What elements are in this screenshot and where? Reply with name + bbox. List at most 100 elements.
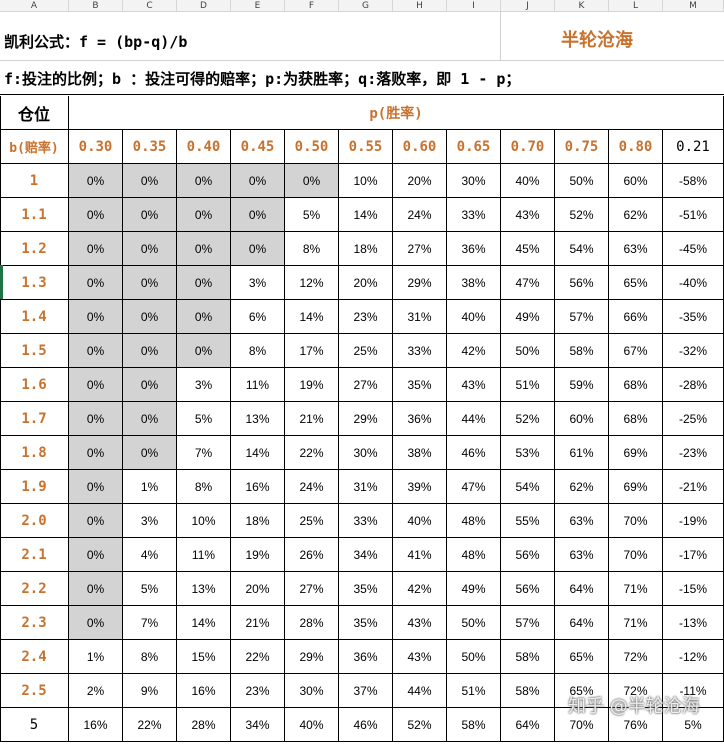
odds-header[interactable]: b(赔率) bbox=[0, 130, 69, 164]
kelly-fraction-cell[interactable]: 0% bbox=[177, 266, 231, 300]
kelly-fraction-cell[interactable]: 2% bbox=[69, 674, 123, 708]
kelly-fraction-cell[interactable]: 29% bbox=[339, 402, 393, 436]
kelly-fraction-cell[interactable]: -23% bbox=[663, 436, 724, 470]
kelly-fraction-cell[interactable]: 70% bbox=[609, 504, 663, 538]
kelly-fraction-cell[interactable]: 0% bbox=[123, 232, 177, 266]
p-value-header[interactable]: 0.80 bbox=[609, 130, 663, 164]
kelly-fraction-cell[interactable]: 41% bbox=[393, 538, 447, 572]
kelly-fraction-cell[interactable]: 16% bbox=[177, 674, 231, 708]
kelly-fraction-cell[interactable]: 8% bbox=[231, 334, 285, 368]
kelly-fraction-cell[interactable]: 40% bbox=[393, 504, 447, 538]
kelly-fraction-cell[interactable]: -12% bbox=[663, 640, 724, 674]
kelly-fraction-cell[interactable]: 36% bbox=[447, 232, 501, 266]
kelly-fraction-cell[interactable]: 34% bbox=[339, 538, 393, 572]
kelly-fraction-cell[interactable]: 27% bbox=[285, 572, 339, 606]
kelly-fraction-cell[interactable]: 72% bbox=[609, 640, 663, 674]
kelly-fraction-cell[interactable]: -28% bbox=[663, 368, 724, 402]
kelly-fraction-cell[interactable]: 26% bbox=[285, 538, 339, 572]
kelly-fraction-cell[interactable]: 29% bbox=[285, 640, 339, 674]
odds-row-label[interactable]: 1.1 bbox=[0, 198, 69, 232]
kelly-fraction-cell[interactable]: 63% bbox=[555, 504, 609, 538]
kelly-fraction-cell[interactable]: 14% bbox=[339, 198, 393, 232]
kelly-fraction-cell[interactable]: -40% bbox=[663, 266, 724, 300]
p-value-header[interactable]: 0.55 bbox=[339, 130, 393, 164]
kelly-fraction-cell[interactable]: 5% bbox=[663, 708, 724, 742]
p-value-header[interactable]: 0.70 bbox=[501, 130, 555, 164]
odds-row-label[interactable]: 1 bbox=[0, 164, 69, 198]
odds-row-label[interactable]: 1.5 bbox=[0, 334, 69, 368]
odds-row-label[interactable]: 5 bbox=[0, 708, 69, 742]
kelly-fraction-cell[interactable]: 52% bbox=[501, 402, 555, 436]
kelly-fraction-cell[interactable]: 62% bbox=[609, 198, 663, 232]
kelly-fraction-cell[interactable]: 70% bbox=[555, 708, 609, 742]
kelly-fraction-cell[interactable]: 30% bbox=[285, 674, 339, 708]
kelly-fraction-cell[interactable]: -25% bbox=[663, 402, 724, 436]
kelly-fraction-cell[interactable]: -51% bbox=[663, 198, 724, 232]
column-header-g[interactable]: G bbox=[339, 0, 393, 12]
kelly-fraction-cell[interactable]: 27% bbox=[339, 368, 393, 402]
kelly-fraction-cell[interactable]: 0% bbox=[69, 266, 123, 300]
kelly-fraction-cell[interactable]: 45% bbox=[501, 232, 555, 266]
column-header-b[interactable]: B bbox=[69, 0, 123, 12]
kelly-fraction-cell[interactable]: 72% bbox=[609, 674, 663, 708]
kelly-fraction-cell[interactable]: 71% bbox=[609, 572, 663, 606]
kelly-fraction-cell[interactable]: 54% bbox=[501, 470, 555, 504]
position-header[interactable]: 仓位 bbox=[0, 96, 69, 130]
kelly-fraction-cell[interactable]: -15% bbox=[663, 572, 724, 606]
kelly-fraction-cell[interactable]: 43% bbox=[393, 606, 447, 640]
kelly-fraction-cell[interactable]: 70% bbox=[609, 538, 663, 572]
kelly-fraction-cell[interactable]: 17% bbox=[285, 334, 339, 368]
kelly-fraction-cell[interactable]: 4% bbox=[123, 538, 177, 572]
kelly-fraction-cell[interactable]: 3% bbox=[177, 368, 231, 402]
kelly-fraction-cell[interactable]: 58% bbox=[501, 674, 555, 708]
kelly-fraction-cell[interactable]: 63% bbox=[609, 232, 663, 266]
kelly-fraction-cell[interactable]: 0% bbox=[69, 538, 123, 572]
odds-row-label[interactable]: 2.4 bbox=[0, 640, 69, 674]
kelly-fraction-cell[interactable]: 43% bbox=[501, 198, 555, 232]
kelly-fraction-cell[interactable]: 39% bbox=[393, 470, 447, 504]
kelly-fraction-cell[interactable]: 52% bbox=[393, 708, 447, 742]
kelly-fraction-cell[interactable]: 50% bbox=[501, 334, 555, 368]
kelly-fraction-cell[interactable]: 69% bbox=[609, 470, 663, 504]
kelly-fraction-cell[interactable]: 13% bbox=[231, 402, 285, 436]
kelly-fraction-cell[interactable]: 13% bbox=[177, 572, 231, 606]
kelly-fraction-cell[interactable]: 0% bbox=[231, 198, 285, 232]
kelly-fraction-cell[interactable]: -45% bbox=[663, 232, 724, 266]
column-header-j[interactable]: J bbox=[501, 0, 555, 12]
kelly-fraction-cell[interactable]: 1% bbox=[123, 470, 177, 504]
kelly-fraction-cell[interactable]: 0% bbox=[69, 232, 123, 266]
kelly-fraction-cell[interactable]: 71% bbox=[609, 606, 663, 640]
kelly-fraction-cell[interactable]: 58% bbox=[447, 708, 501, 742]
kelly-fraction-cell[interactable]: 27% bbox=[393, 232, 447, 266]
kelly-fraction-cell[interactable]: 65% bbox=[555, 674, 609, 708]
kelly-fraction-cell[interactable]: 3% bbox=[231, 266, 285, 300]
kelly-fraction-cell[interactable]: 51% bbox=[447, 674, 501, 708]
kelly-fraction-cell[interactable]: 44% bbox=[447, 402, 501, 436]
kelly-fraction-cell[interactable]: 0% bbox=[231, 164, 285, 198]
kelly-fraction-cell[interactable]: 0% bbox=[123, 198, 177, 232]
kelly-fraction-cell[interactable]: 0% bbox=[231, 232, 285, 266]
kelly-fraction-cell[interactable]: -13% bbox=[663, 606, 724, 640]
kelly-fraction-cell[interactable]: 23% bbox=[339, 300, 393, 334]
kelly-fraction-cell[interactable]: 7% bbox=[123, 606, 177, 640]
kelly-fraction-cell[interactable]: 64% bbox=[501, 708, 555, 742]
kelly-fraction-cell[interactable]: 1% bbox=[69, 640, 123, 674]
kelly-fraction-cell[interactable]: 29% bbox=[393, 266, 447, 300]
kelly-fraction-cell[interactable]: 64% bbox=[555, 606, 609, 640]
kelly-fraction-cell[interactable]: 25% bbox=[285, 504, 339, 538]
kelly-fraction-cell[interactable]: -17% bbox=[663, 538, 724, 572]
kelly-fraction-cell[interactable]: 42% bbox=[447, 334, 501, 368]
kelly-fraction-cell[interactable]: 35% bbox=[339, 572, 393, 606]
odds-row-label[interactable]: 2.3 bbox=[0, 606, 69, 640]
kelly-fraction-cell[interactable]: 68% bbox=[609, 402, 663, 436]
kelly-fraction-cell[interactable]: 6% bbox=[231, 300, 285, 334]
kelly-fraction-cell[interactable]: 33% bbox=[447, 198, 501, 232]
kelly-fraction-cell[interactable]: 21% bbox=[231, 606, 285, 640]
kelly-fraction-cell[interactable]: 16% bbox=[69, 708, 123, 742]
kelly-fraction-cell[interactable]: 19% bbox=[285, 368, 339, 402]
kelly-fraction-cell[interactable]: 44% bbox=[393, 674, 447, 708]
kelly-fraction-cell[interactable]: 57% bbox=[501, 606, 555, 640]
kelly-fraction-cell[interactable]: 35% bbox=[339, 606, 393, 640]
kelly-fraction-cell[interactable]: 0% bbox=[123, 266, 177, 300]
kelly-fraction-cell[interactable]: 22% bbox=[231, 640, 285, 674]
